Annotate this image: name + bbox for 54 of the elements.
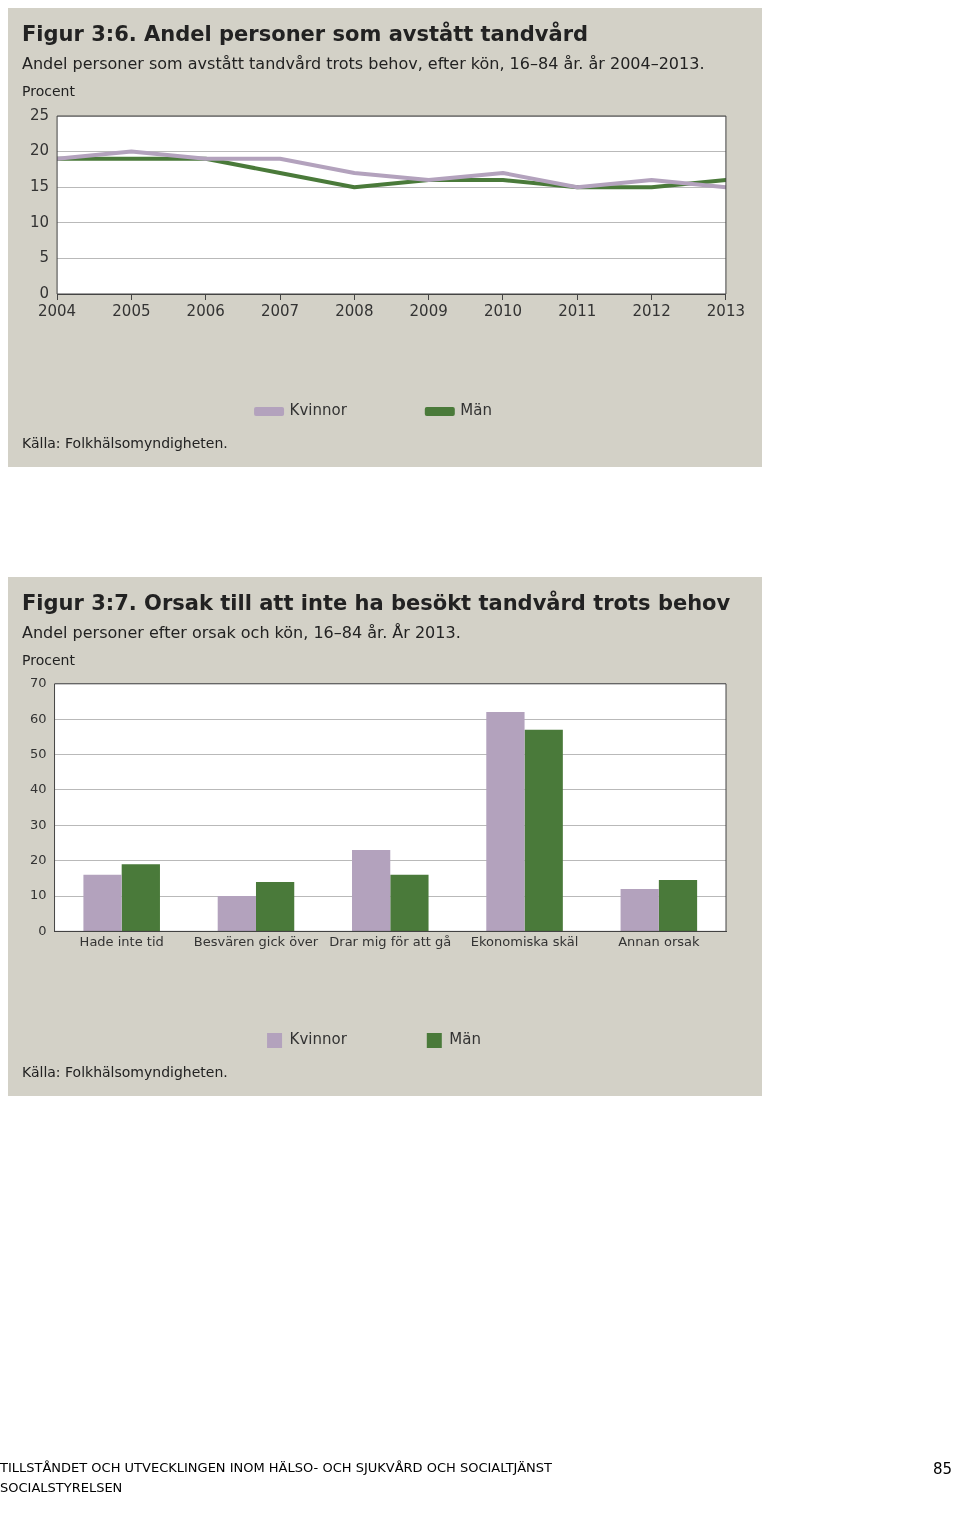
y-tick-label: 70 <box>30 675 47 691</box>
bar <box>620 888 659 931</box>
bar <box>658 880 698 931</box>
y-tick-label: 10 <box>29 212 50 231</box>
x-tick-label: 2007 <box>260 301 300 320</box>
x-tick-label: 2012 <box>632 301 671 320</box>
bar <box>217 896 256 931</box>
legend-label: Kvinnor <box>289 401 348 420</box>
bar <box>121 864 160 931</box>
y-axis-title: Procent <box>22 83 76 99</box>
legend-label: Kvinnor <box>289 1030 348 1049</box>
y-tick-label: 0 <box>38 922 47 938</box>
x-tick-label: 2010 <box>483 301 523 320</box>
legend-label: Män <box>460 401 492 420</box>
chart-title: Figur 3:7. Orsak till att inte ha besökt tandvård trots behov <box>22 591 732 615</box>
y-tick-label: 20 <box>30 852 47 868</box>
y-tick-label: 20 <box>29 141 50 160</box>
x-tick-label: 2004 <box>37 301 77 320</box>
y-tick-label: 40 <box>30 781 47 797</box>
bar <box>524 729 563 931</box>
x-tick-label: 2011 <box>558 301 597 320</box>
x-tick-label: Besvären gick över <box>193 933 319 949</box>
text: 85 <box>932 1460 952 1478</box>
bar <box>83 874 122 931</box>
x-tick-label: Drar mig för att gå <box>329 933 452 949</box>
y-tick-label: 30 <box>30 816 47 832</box>
x-tick-label: 2009 <box>409 301 448 320</box>
y-tick-label: 15 <box>29 177 50 196</box>
x-tick-label: 2006 <box>186 301 225 320</box>
chart-subtitle: Andel personer som avstått tandvård trots behov, efter kön, 16–84 år. år 2004–2013. <box>22 54 706 73</box>
text: Källa: Folkhälsomyndigheten. <box>22 435 229 451</box>
bar <box>486 712 525 931</box>
legend-label: Män <box>449 1030 481 1049</box>
x-tick-label: Hade inte tid <box>79 933 164 949</box>
bar <box>255 881 295 931</box>
x-tick-label: 2005 <box>112 301 151 320</box>
y-tick-label: 0 <box>39 283 50 302</box>
y-tick-label: 5 <box>39 248 50 267</box>
y-tick-label: 25 <box>29 105 50 124</box>
y-tick-label: 60 <box>30 710 47 726</box>
text: TILLSTÅNDET OCH UTVECKLINGEN INOM HÄLSO- OCH SJUKVÅRD OCH SOCIALTJÄNST <box>0 1459 553 1477</box>
chart-subtitle: Andel personer efter orsak och kön, 16–84 år. År 2013. <box>22 623 462 642</box>
text: SOCIALSTYRELSEN <box>0 1479 124 1497</box>
x-tick-label: Annan orsak <box>618 933 700 949</box>
y-tick-label: 10 <box>30 887 47 903</box>
x-tick-label: 2013 <box>706 301 746 320</box>
chart-title: Figur 3:6. Andel personer som avstått tandvård <box>22 22 590 46</box>
x-tick-label: 2008 <box>335 301 374 320</box>
bar <box>390 874 429 931</box>
text: Källa: Folkhälsomyndigheten. <box>22 1064 229 1080</box>
y-axis-title: Procent <box>22 652 76 668</box>
y-tick-label: 50 <box>30 745 47 761</box>
bar <box>352 850 391 931</box>
x-tick-label: Ekonomiska skäl <box>470 933 579 949</box>
